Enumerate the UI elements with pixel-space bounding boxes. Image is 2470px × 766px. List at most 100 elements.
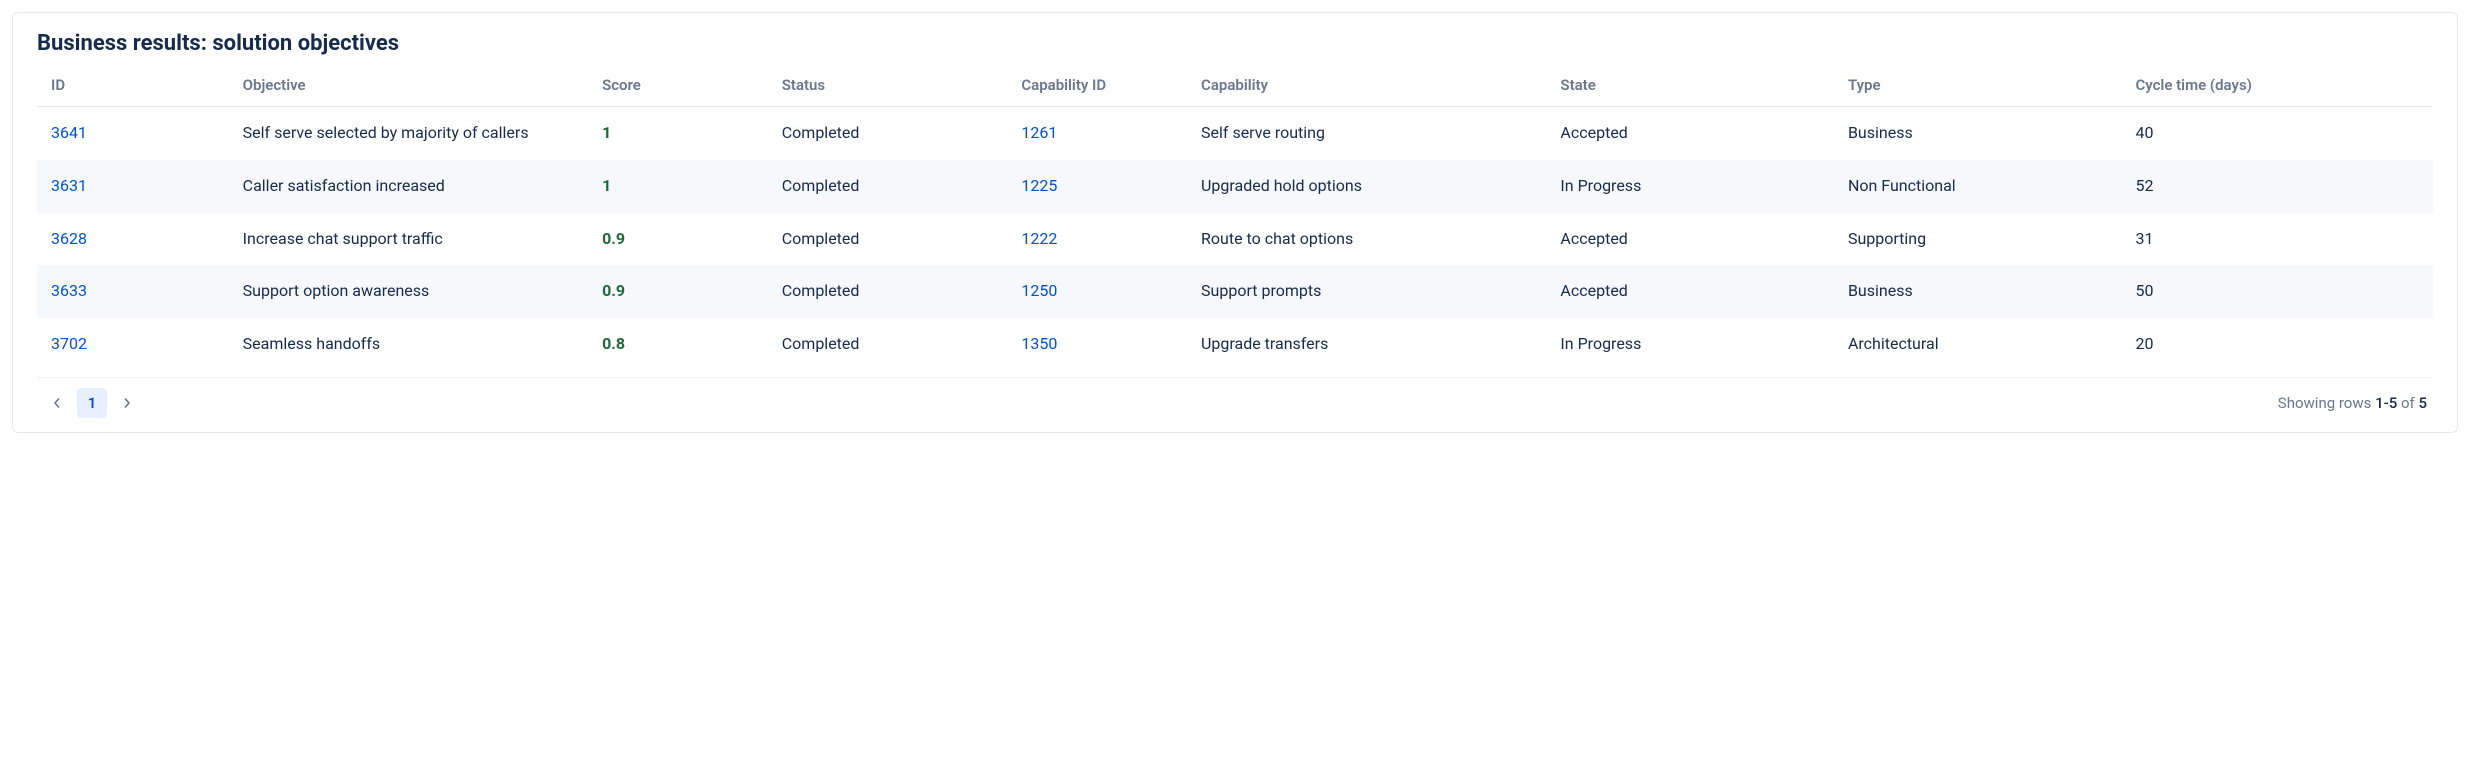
cell-capability-id[interactable]: 1225 [1021,176,1057,195]
cell-state: In Progress [1546,160,1834,213]
cell-status: Completed [782,123,860,142]
table-row: 3628Increase chat support traffic0.9Comp… [37,213,2433,266]
prev-page-button[interactable] [43,389,71,417]
cell-objective: Seamless handoffs [229,318,588,371]
table-row: 3641 Self serve selected by majority of c… [37,107,2433,160]
cell-capability: Support prompts [1201,281,1321,300]
cell-status: Completed [768,107,1008,160]
cell-score: 1 [588,160,768,213]
cell-cycle: 50 [2121,265,2433,318]
cell-state: Accepted [1560,229,1627,248]
cell-capability-id: 1222 [1007,213,1187,266]
chevron-left-icon [52,398,62,408]
col-state[interactable]: State [1546,66,1834,107]
cell-score: 0.9 [602,281,625,300]
table-header-row: ID Objective Score Status Capability ID … [37,66,2433,107]
cell-id[interactable]: 3631 [51,176,87,195]
cell-score: 0.8 [602,334,625,353]
cell-score: 1 [602,176,611,195]
table-row: 3631 Caller satisfaction increased 1 Comple… [37,160,2433,213]
cell-state: Accepted [1546,265,1834,318]
cell-type: Supporting [1834,213,2122,266]
cell-objective: Self serve selected by majority of calle… [243,123,529,142]
objectives-table: ID Objective Score Status Capability ID … [37,66,2433,371]
cell-objective: Caller satisfaction increased [243,176,445,195]
cell-objective: Support option awareness [243,281,430,300]
cell-capability: Self serve routing [1201,123,1325,142]
cell-id: 3702 [37,318,229,371]
solution-objectives-card: Business results: solution objectives ID… [12,12,2458,433]
cell-id: 3628 [37,213,229,266]
cell-cycle: 52 [2121,160,2433,213]
col-cycle-time[interactable]: Cycle time (days) [2121,66,2433,107]
cell-type: Business [1848,123,1913,142]
cell-state: Accepted [1560,281,1627,300]
cell-type: Business [1848,281,1913,300]
col-type[interactable]: Type [1834,66,2122,107]
cell-capability-id[interactable]: 1261 [1021,123,1057,142]
cell-capability: Route to chat options [1187,213,1546,266]
cell-id[interactable]: 3702 [51,334,87,353]
cell-status: Completed [782,334,860,353]
col-status[interactable]: Status [768,66,1008,107]
cell-state: Accepted [1546,107,1834,160]
cell-id: 3641 [37,107,229,160]
table-row: 3702 Seamless handoffs 0.8 Completed 1350 Upg… [37,318,2433,371]
cell-status: Completed [768,160,1008,213]
cell-capability: Upgraded hold options [1201,176,1362,195]
cell-cycle: 50 [2135,281,2153,300]
cell-cycle: 40 [2121,107,2433,160]
cell-status: Completed [768,265,1008,318]
cell-score: 0.9 [588,213,768,266]
cell-capability: Route to chat options [1201,229,1353,248]
cell-id[interactable]: 3633 [51,281,87,300]
cell-status: Completed [782,176,860,195]
cell-type: Non Functional [1848,176,1956,195]
cell-type: Architectural [1834,318,2122,371]
rows-showing-label: Showing rows 1-5 of 5 [2278,394,2427,412]
cell-capability: Upgrade transfers [1187,318,1546,371]
col-capability[interactable]: Capability [1187,66,1546,107]
cell-capability-id[interactable]: 1350 [1021,334,1057,353]
cell-capability-id[interactable]: 1250 [1021,281,1057,300]
cell-objective: Increase chat support traffic [229,213,588,266]
next-page-button[interactable] [113,389,141,417]
cell-id[interactable]: 3641 [51,123,87,142]
cell-state: In Progress [1546,318,1834,371]
cell-capability: Upgrade transfers [1201,334,1328,353]
cell-cycle: 40 [2135,123,2153,142]
cell-type: Business [1834,265,2122,318]
col-capability-id[interactable]: Capability ID [1007,66,1187,107]
cell-capability-id: 1250 [1007,265,1187,318]
col-id[interactable]: ID [37,66,229,107]
cell-capability: Upgraded hold options [1187,160,1546,213]
cell-capability: Support prompts [1187,265,1546,318]
cell-objective: Seamless handoffs [243,334,380,353]
cell-score: 1 [602,123,611,142]
cell-score: 0.9 [602,229,625,248]
pagination: 1 [43,388,141,418]
cell-state: Accepted [1560,123,1627,142]
col-objective[interactable]: Objective [229,66,588,107]
cell-capability-id: 1261 [1007,107,1187,160]
cell-cycle: 31 [2135,229,2153,248]
chevron-right-icon [122,398,132,408]
cell-capability-id: 1225 [1007,160,1187,213]
cell-objective: Increase chat support traffic [243,229,443,248]
cell-capability: Self serve routing [1187,107,1546,160]
table-footer: 1 Showing rows 1-5 of 5 [37,377,2433,418]
table-row: 3633 Support option awareness 0.9 Completed… [37,265,2433,318]
cell-id[interactable]: 3628 [51,229,87,248]
col-score[interactable]: Score [588,66,768,107]
cell-capability-id[interactable]: 1222 [1021,229,1057,248]
cell-capability-id: 1350 [1007,318,1187,371]
cell-state: Accepted [1546,213,1834,266]
card-title: Business results: solution objectives [37,31,2433,56]
cell-state: In Progress [1560,334,1641,353]
cell-score: 0.9 [588,265,768,318]
cell-cycle: 20 [2135,334,2153,353]
cell-type: Business [1834,107,2122,160]
cell-status: Completed [768,318,1008,371]
page-number-current[interactable]: 1 [77,388,107,418]
cell-state: In Progress [1560,176,1641,195]
